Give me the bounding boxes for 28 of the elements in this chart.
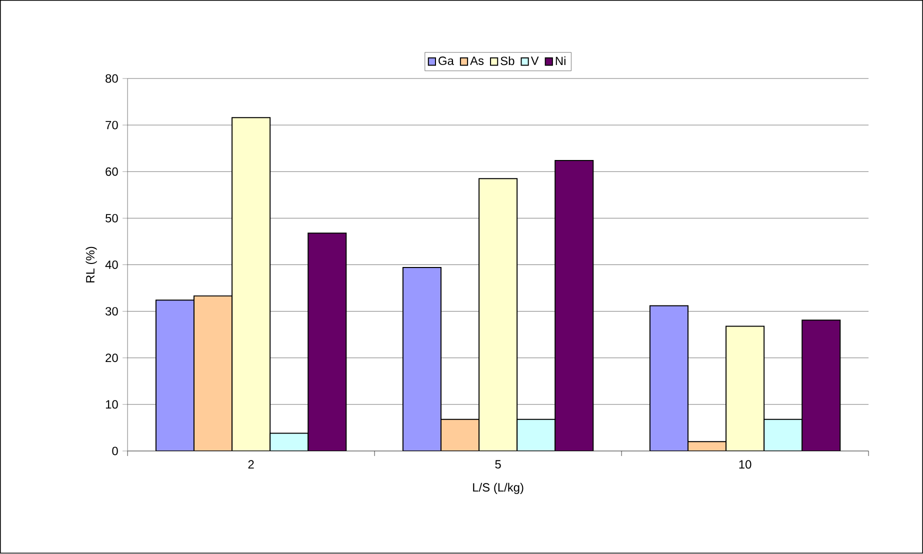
x-axis-title: L/S (L/kg)	[473, 483, 524, 494]
bar	[478, 178, 518, 452]
legend-label: V	[530, 56, 539, 66]
y-tick-label: 70	[106, 121, 118, 130]
legend-label: As	[470, 56, 484, 66]
bar	[726, 326, 765, 452]
y-axis-title: RL (%)	[86, 247, 97, 283]
bar	[402, 267, 442, 452]
x-tick-label: 2	[248, 460, 254, 469]
y-tick-label: 80	[106, 74, 118, 83]
bar	[649, 305, 688, 452]
x-tick-label: 5	[495, 460, 501, 469]
legend-label: Ni	[556, 56, 566, 66]
legend-label: Sb	[500, 56, 514, 66]
y-tick-label: 60	[106, 168, 118, 176]
y-tick-label: 20	[106, 354, 118, 362]
x-tick-label: 10	[739, 460, 752, 469]
y-tick-label: 0	[112, 446, 118, 456]
y-tick-label: 30	[106, 307, 118, 316]
y-tick-label: 40	[105, 260, 118, 270]
bar	[802, 320, 841, 452]
bar	[308, 232, 347, 452]
bar	[232, 117, 271, 452]
bar	[554, 160, 594, 452]
y-tick-label: 10	[106, 400, 118, 409]
bar	[155, 300, 195, 452]
y-tick-label: 50	[106, 214, 118, 223]
legend-label: Ga	[438, 56, 454, 66]
